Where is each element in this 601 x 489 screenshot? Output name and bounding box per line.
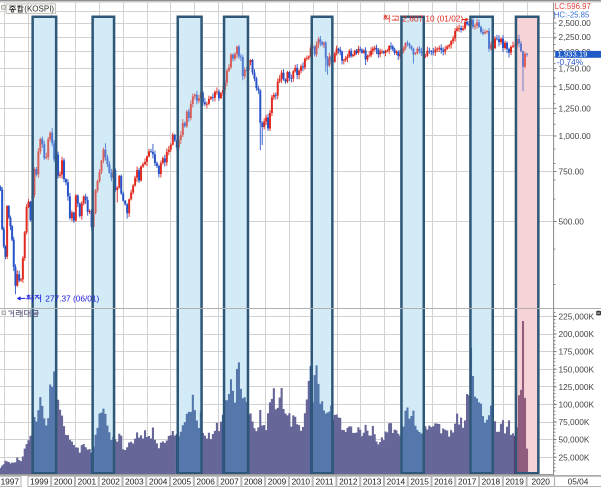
svg-text:500.00: 500.00 (559, 217, 585, 227)
svg-text:2,607.10 (01/02): 2,607.10 (01/02) (402, 14, 463, 24)
svg-text:2015: 2015 (410, 476, 429, 486)
svg-text:05/04: 05/04 (568, 476, 589, 486)
svg-text:2001: 2001 (78, 476, 97, 486)
svg-text:2011: 2011 (316, 476, 334, 486)
svg-text:1,250.00: 1,250.00 (559, 103, 592, 113)
svg-text:2006: 2006 (196, 476, 215, 486)
svg-text:2013: 2013 (363, 476, 382, 486)
svg-text:150,000K: 150,000K (559, 364, 595, 374)
svg-text:LC:596.97: LC:596.97 (555, 2, 591, 11)
svg-text:2,500.00: 2,500.00 (559, 18, 592, 28)
svg-text:125,000K: 125,000K (559, 382, 595, 392)
svg-text:2002: 2002 (101, 476, 120, 486)
svg-text:2009: 2009 (268, 476, 287, 486)
svg-text:1,750.00: 1,750.00 (559, 63, 592, 73)
svg-text:(KOSPI): (KOSPI) (24, 5, 54, 14)
svg-text:1,933.19: 1,933.19 (558, 50, 588, 59)
svg-text:2000: 2000 (54, 476, 73, 486)
svg-text:277.37 (06/01): 277.37 (06/01) (45, 294, 99, 304)
svg-text:2012: 2012 (339, 476, 358, 486)
svg-text:HC:-25.85: HC:-25.85 (554, 10, 590, 19)
svg-text:2007: 2007 (220, 476, 239, 486)
svg-text:2018: 2018 (482, 476, 501, 486)
svg-text:2004: 2004 (149, 476, 168, 486)
svg-text:2020: 2020 (531, 476, 550, 486)
svg-text:100,000K: 100,000K (559, 400, 595, 410)
svg-text:2,250.00: 2,250.00 (559, 32, 592, 42)
svg-text:1,000.00: 1,000.00 (559, 131, 592, 141)
svg-text:-0.74%: -0.74% (557, 57, 584, 67)
svg-text:2003: 2003 (125, 476, 144, 486)
svg-text:1997: 1997 (1, 476, 20, 486)
svg-text:225,000K: 225,000K (559, 312, 595, 322)
svg-text:50,000K: 50,000K (559, 435, 590, 445)
svg-text:1,500.00: 1,500.00 (559, 82, 592, 92)
svg-text:1999: 1999 (30, 476, 49, 486)
svg-text:2008: 2008 (244, 476, 263, 486)
svg-text:2005: 2005 (173, 476, 192, 486)
svg-text:2016: 2016 (434, 476, 453, 486)
svg-text:25,000K: 25,000K (559, 452, 590, 462)
svg-text:2019: 2019 (505, 476, 524, 486)
svg-text:2014: 2014 (387, 476, 406, 486)
svg-text:750.00: 750.00 (559, 166, 585, 176)
svg-text:75,000K: 75,000K (559, 417, 590, 427)
svg-text:2017: 2017 (458, 476, 477, 486)
svg-text:200,000K: 200,000K (559, 329, 595, 339)
svg-text:2010: 2010 (292, 476, 311, 486)
svg-text:175,000K: 175,000K (559, 347, 595, 357)
